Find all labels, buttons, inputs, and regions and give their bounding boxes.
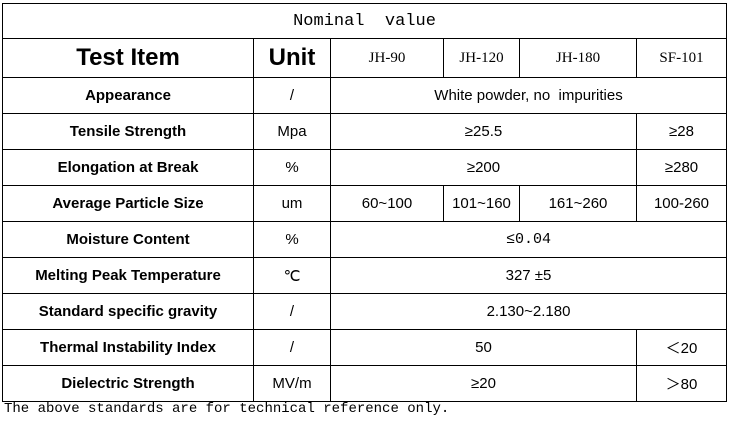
cell: ℃ — [253, 257, 331, 294]
cell: 100-260 — [635, 185, 728, 222]
cell: White powder, no impurities — [329, 77, 728, 114]
cell: 2.130~2.180 — [329, 293, 728, 330]
header-cell: JH-120 — [443, 38, 520, 78]
title-row: Nominal value — [1, 3, 728, 39]
cell: / — [253, 77, 331, 114]
cell: ＜20 — [635, 329, 728, 366]
header-cell: Test Item — [2, 38, 254, 78]
row: Thermal Instability Index/50 ＜20 — [2, 329, 728, 366]
cell: / — [253, 293, 331, 330]
cell: Average Particle Size — [2, 185, 254, 222]
cell: Appearance — [2, 77, 254, 114]
cell: ≥28 — [635, 113, 728, 150]
row: Melting Peak Temperature ℃ 327 ±5 — [2, 257, 728, 294]
cell: ≥200 — [330, 149, 637, 186]
header-cell: JH-180 — [519, 38, 637, 78]
cell: Mpa — [253, 113, 331, 150]
cell: MV/m — [253, 365, 331, 402]
row: Elongation at Break% ≥200 ≥280 — [2, 149, 728, 186]
row: Standard specific gravity/2.130~2.180 — [2, 293, 728, 330]
footnote: The above standards are for technical re… — [4, 401, 450, 417]
spec-table: Nominal value Test Item Unit JH-90 JH-12… — [1, 3, 728, 402]
header-cell: JH-90 — [330, 38, 444, 78]
row: Dielectric Strength MV/m ≥20 ＞80 — [2, 365, 728, 402]
cell: um — [253, 185, 331, 222]
row: Average Particle Size um 60~100 101~160 161~… — [2, 185, 728, 222]
cell: Elongation at Break — [2, 149, 254, 186]
cell: % — [253, 149, 331, 186]
title: Nominal value — [1, 3, 728, 39]
cell: Tensile Strength — [2, 113, 254, 150]
cell: / — [253, 329, 331, 366]
row: Tensile Strength Mpa ≥25.5 ≥28 — [2, 113, 728, 150]
row: Appearance / White powder, no impurities — [2, 77, 728, 114]
cell: ≥25.5 — [330, 113, 637, 150]
cell: 50 — [330, 329, 637, 366]
cell: 161~260 — [519, 185, 637, 222]
cell: ≥280 — [635, 149, 728, 186]
cell: ≤0.04 — [329, 221, 728, 258]
row: Moisture Content% ≤0.04 — [2, 221, 728, 258]
cell: Melting Peak Temperature — [2, 257, 254, 294]
header-cell: SF-101 — [635, 38, 728, 78]
cell: ≥20 — [330, 365, 637, 402]
cell: Thermal Instability Index — [2, 329, 254, 366]
header-row: Test Item Unit JH-90 JH-120 JH-180 SF-10… — [2, 38, 728, 78]
cell: Standard specific gravity — [2, 293, 254, 330]
header-cell: Unit — [253, 38, 331, 78]
cell: ＞80 — [635, 365, 728, 402]
cell: % — [253, 221, 331, 258]
cell: Dielectric Strength — [2, 365, 254, 402]
cell: 101~160 — [443, 185, 520, 222]
cell: 327 ±5 — [329, 257, 728, 294]
cell: Moisture Content — [2, 221, 254, 258]
cell: 60~100 — [330, 185, 444, 222]
